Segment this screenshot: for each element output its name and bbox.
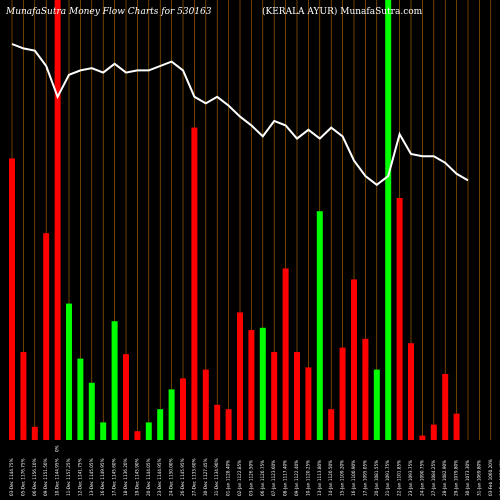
bar-06-Jan	[259, 327, 266, 440]
bar-11-Dec	[66, 303, 72, 440]
x-tick-label: 30-Jan 1073.30%	[465, 460, 470, 496]
bar-13-Dec	[88, 382, 95, 440]
bar-16-Dec	[100, 422, 107, 440]
x-tick-label: 24-Jan 1090.75%	[419, 460, 424, 496]
bar-10-Jan	[305, 367, 312, 440]
bar-27-Jan	[430, 424, 437, 440]
x-tick-label: 07-Jan 1123.60%	[271, 460, 276, 496]
x-tick-label: 21-Jan 1091.75%	[385, 460, 390, 496]
bar-14-Jan	[328, 409, 335, 440]
bar-29-Jan	[453, 413, 460, 440]
x-tick-label: 22-Jan 1101.85%	[397, 460, 402, 496]
bar-13-Jan	[316, 211, 323, 440]
bar-31-Dec	[214, 404, 221, 440]
x-tick-label: 08-Jan 1117.40%	[283, 460, 288, 496]
x-tick-label: 26-Dec 1145.95%	[180, 458, 185, 496]
x-tick-label: 30-Dec 1127.45%	[203, 458, 208, 496]
x-tick-label: 16-Dec 1149.95%	[100, 458, 105, 496]
x-tick-label: 14-Jan 1120.50%	[328, 460, 333, 496]
bar-24-Jan	[419, 435, 426, 440]
bar-18-Dec	[123, 354, 129, 440]
bar-26-Dec	[180, 378, 186, 440]
x-tick-label: 09-Dec 1151.50%	[43, 458, 48, 496]
x-tick-label: 19-Dec 1145.90%	[134, 458, 139, 496]
x-tick-label: 05-Dec 1176.75%	[20, 458, 25, 496]
bar-30-Dec	[202, 369, 209, 440]
x-tick-label: 15-Jan 1109.20%	[340, 460, 345, 496]
x-tick-label: 27-Jan 1084.25%	[431, 460, 436, 496]
bar-17-Dec	[111, 321, 118, 440]
x-tick-label: 03-Dec 1144.75%	[9, 458, 14, 496]
x-tick-label: 13-Jan 1113.80%	[317, 460, 322, 496]
x-tick-label: 16-Jan 1100.90%	[351, 460, 356, 496]
bar-02-Jan	[237, 312, 243, 440]
bar-21-Jan	[385, 0, 392, 440]
x-tick-label: 03-Feb 1060.20%	[488, 459, 493, 496]
chart-subtitle: (KERALA AYUR) MunafaSutra.com	[262, 7, 423, 17]
bar-23-Dec	[157, 409, 164, 440]
bar-09-Jan	[294, 352, 300, 440]
x-tick-labels: 03-Dec 1144.75% 05-Dec 1176.75% 06-Dec 115…	[9, 445, 500, 496]
x-tick-label: 24-Dec 1150.00%	[169, 458, 174, 496]
x-tick-label: 11-Dec 1157.25%	[66, 458, 71, 496]
bar-07-Jan	[271, 352, 278, 440]
bar-08-Jan	[282, 268, 289, 440]
bar-01-Jan	[225, 409, 232, 440]
bar-10-Dec	[54, 0, 61, 440]
x-tick-label: 23-Jan 1093.75%	[408, 460, 413, 496]
x-tick-label: 27-Dec 1133.60%	[191, 458, 196, 496]
bar-19-Dec	[134, 431, 141, 440]
bar-28-Jan	[442, 374, 449, 440]
x-tick-label: 12-Dec 1141.75%	[77, 458, 82, 496]
x-tick-label: 20-Dec 1144.05%	[146, 458, 151, 496]
x-tick-label: 17-Dec 1145.60%	[112, 458, 117, 496]
bar-17-Jan	[362, 338, 369, 440]
bar-20-Dec	[145, 422, 152, 440]
x-tick-label: 31-Jan 1069.80%	[476, 460, 481, 496]
x-tick-label: 13-Dec 1145.05%	[89, 458, 94, 496]
x-tick-label: 18-Dec 1136.20%	[123, 458, 128, 496]
x-tick-label: 06-Jan 1120.75%	[260, 460, 265, 496]
x-tick-label: 23-Dec 1144.95%	[157, 458, 162, 496]
bar-16-Jan	[351, 279, 357, 440]
x-tick-label: 10-Jan 1120.25%	[305, 460, 310, 496]
bar-03-Dec	[9, 158, 15, 440]
x-tick-label: 28-Jan 1082.90%	[442, 460, 447, 496]
bar-22-Jan	[396, 198, 403, 440]
x-tick-label: 09-Jan 1122.40%	[294, 460, 299, 496]
bar-03-Jan	[248, 330, 255, 440]
x-tick-label: 20-Jan 1081.55%	[374, 460, 379, 496]
bar-05-Dec	[20, 352, 27, 440]
x-tick-label: 10-Dec 1144.95%	[55, 458, 60, 496]
bar-24-Dec	[168, 389, 175, 440]
vertical-grid-lines	[11, 0, 492, 440]
bar-23-Jan	[408, 343, 414, 440]
bar-27-Dec	[191, 127, 198, 440]
bar-15-Jan	[339, 347, 346, 440]
x-tick-label: 29-Jan 1079.80%	[454, 460, 459, 496]
x-tick-label: 06-Dec 1156.10%	[32, 458, 37, 496]
bar-20-Jan	[373, 369, 380, 440]
x-tick-label: 31-Dec 1134.90%	[214, 458, 219, 496]
x-tick-label: 03-Jan 1126.50%	[248, 460, 253, 496]
x-tick-label: 17-Jan 1095.05%	[362, 460, 367, 496]
bar-09-Dec	[43, 233, 50, 440]
x-tick-label: 02-Jan 1122.85%	[237, 460, 242, 496]
chart-title: MunafaSutra Money Flow Charts for 530163	[6, 7, 212, 17]
x-tick-label: 01-Jan 1128.40%	[226, 460, 231, 496]
bar-12-Dec	[77, 358, 84, 440]
money-flow-bars	[9, 0, 460, 440]
x-extra-label: 0%	[55, 445, 60, 452]
bar-06-Dec	[31, 426, 38, 440]
money-flow-line	[11, 43, 469, 187]
